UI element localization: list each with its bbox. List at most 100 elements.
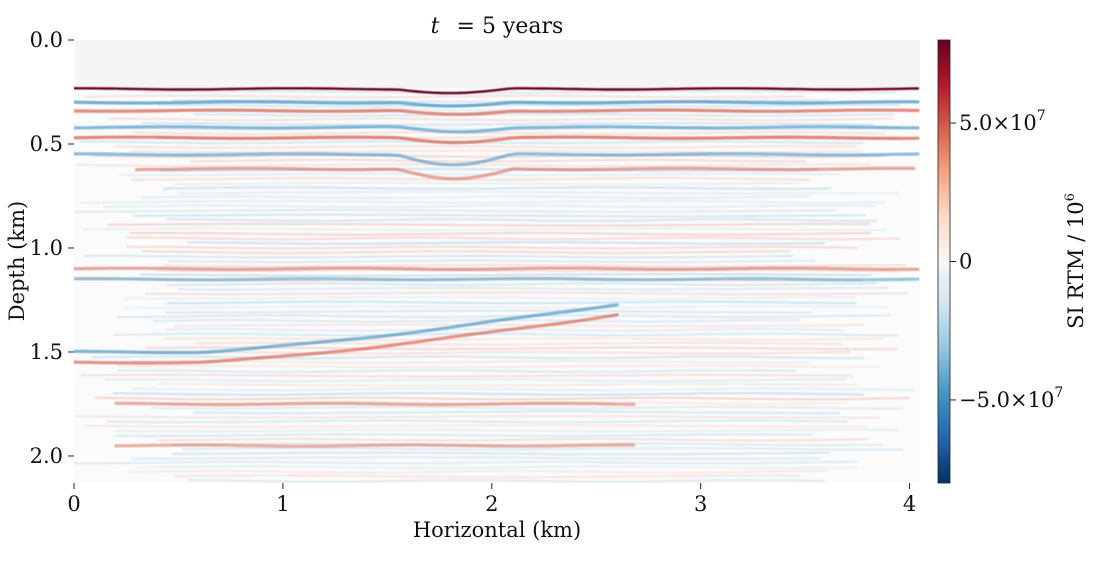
texture-stripe xyxy=(107,222,870,227)
texture-stripe xyxy=(117,314,891,319)
texture-stripe xyxy=(158,103,900,108)
texture-stripe xyxy=(136,465,858,470)
texture-stripe xyxy=(124,305,888,309)
texture-stripe xyxy=(90,154,885,158)
texture-stripe xyxy=(132,131,886,136)
x-tick-label: 4 xyxy=(903,492,916,516)
reflector xyxy=(74,108,920,116)
texture-stripe xyxy=(187,479,825,483)
texture-stripe xyxy=(117,369,797,373)
texture-stripe xyxy=(178,286,889,291)
reflector xyxy=(114,443,636,448)
texture-stripe xyxy=(142,122,874,126)
y-axis-label: Depth (km) xyxy=(5,201,29,321)
texture-stripe xyxy=(83,254,794,259)
colorbar-tick-label: 0 xyxy=(959,250,972,274)
texture-stripe xyxy=(114,145,857,149)
texture-stripe xyxy=(117,364,880,369)
texture-stripe xyxy=(159,167,819,172)
texture-stripe xyxy=(75,414,880,419)
texture-stripe xyxy=(162,337,884,341)
texture-stripe xyxy=(192,410,841,415)
reflector xyxy=(74,152,920,167)
reflector xyxy=(74,266,920,271)
texture-stripe xyxy=(168,259,816,264)
texture-stripe xyxy=(91,355,865,360)
colorbar-gradient xyxy=(937,39,951,484)
texture-stripe xyxy=(112,392,865,396)
texture-stripe xyxy=(126,245,858,250)
texture-stripe xyxy=(102,204,876,209)
reflector xyxy=(135,166,916,181)
texture-stripe xyxy=(82,227,887,232)
texture-stripe xyxy=(129,231,871,236)
water-column xyxy=(74,40,920,88)
reflector xyxy=(74,277,920,282)
texture-stripe xyxy=(80,199,885,204)
texture-stripe xyxy=(109,117,893,122)
texture-stripe xyxy=(151,405,904,410)
seismic-reflectors xyxy=(74,87,920,448)
texture-stripe xyxy=(85,424,869,428)
texture-stripe xyxy=(158,437,869,442)
y-tick-label: 0.5 xyxy=(30,132,63,156)
y-tick-label: 0.0 xyxy=(30,28,63,52)
texture-stripe xyxy=(74,460,858,465)
texture-stripe xyxy=(178,190,899,195)
colorbar-label: SI RTM / 106 xyxy=(1063,193,1088,329)
reflector xyxy=(74,87,920,95)
texture-stripe xyxy=(193,112,894,117)
texture-stripe xyxy=(119,172,840,177)
colorbar: 5.0×107 0 −5.0×107 SI RTM / 106 xyxy=(937,39,1088,484)
texture-stripe xyxy=(80,373,854,378)
chart-title-variable: t xyxy=(431,14,440,39)
texture-stripe xyxy=(145,291,908,296)
texture-stripe xyxy=(74,209,837,213)
texture-stripe xyxy=(131,177,811,181)
texture-stripe xyxy=(166,218,877,222)
x-axis: 0 1 2 3 4 xyxy=(67,483,916,516)
colorbar-label-exponent: 6 xyxy=(1063,193,1078,201)
texture-stripe xyxy=(130,456,821,460)
colorbar-tick-label: 5.0×107 xyxy=(959,108,1046,135)
y-tick-label: 2.0 xyxy=(30,444,63,468)
texture-stripe xyxy=(113,433,813,438)
texture-stripe xyxy=(142,250,790,255)
texture-stripe xyxy=(156,268,899,273)
x-tick-label: 3 xyxy=(694,492,707,516)
texture-stripe xyxy=(127,469,828,474)
chart-title: t = 5 years xyxy=(431,14,564,39)
texture-stripe xyxy=(166,282,878,287)
reflector xyxy=(74,135,920,145)
colorbar-tick-label: −5.0×107 xyxy=(959,385,1063,412)
x-tick-label: 2 xyxy=(485,492,498,516)
x-tick-label: 0 xyxy=(67,492,80,516)
texture-stripe xyxy=(162,186,832,190)
texture-stripe xyxy=(156,382,857,387)
texture-stripe xyxy=(124,296,856,300)
texture-stripe xyxy=(171,451,830,456)
texture-stripe xyxy=(165,309,813,314)
texture-stripe xyxy=(182,447,904,451)
texture-stripe xyxy=(166,300,857,305)
texture-stripe xyxy=(131,387,915,392)
texture-stripe xyxy=(94,396,910,401)
texture-stripe xyxy=(130,360,810,364)
reflector xyxy=(74,100,920,108)
x-tick-label: 1 xyxy=(276,492,289,516)
reflector xyxy=(74,125,920,134)
texture-stripe xyxy=(187,241,825,245)
chart-title-text: = 5 years xyxy=(457,14,564,39)
texture-stripe xyxy=(115,428,899,433)
y-tick-label: 1.0 xyxy=(30,236,63,260)
texture-stripe xyxy=(190,158,807,163)
colorbar-ticks: 5.0×107 0 −5.0×107 xyxy=(950,108,1063,412)
texture-stripe xyxy=(152,318,801,323)
texture-stripe xyxy=(174,474,801,479)
texture-stripe xyxy=(104,378,846,383)
texture-stripe xyxy=(174,323,864,328)
y-tick-label: 1.5 xyxy=(30,340,63,364)
texture-stripe xyxy=(144,90,897,94)
texture-stripe xyxy=(114,332,898,337)
